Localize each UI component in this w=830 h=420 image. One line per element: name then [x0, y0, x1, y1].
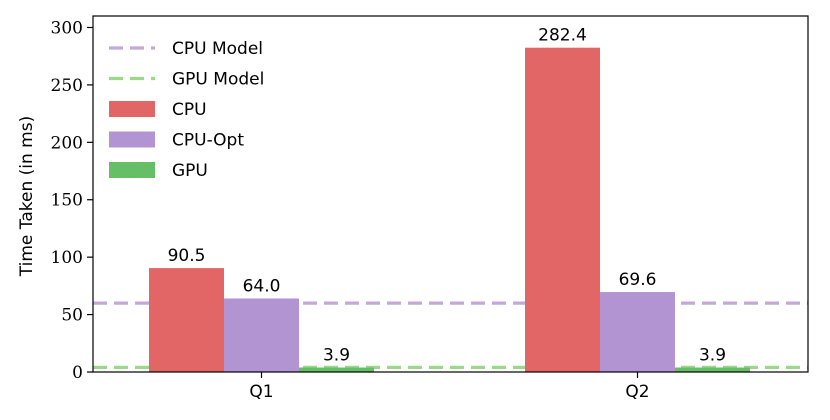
bars: [149, 47, 750, 372]
legend: CPU Model GPU Model CPU CPU-Opt GPU: [109, 39, 264, 181]
reference-lines: [93, 301, 808, 370]
data-label-gpu-q1: 3.9: [323, 346, 350, 366]
y-tick-label-200: 200: [51, 133, 83, 153]
y-tick-label-300: 300: [51, 18, 83, 38]
y-tick-label-0: 0: [72, 363, 83, 383]
bar-gpu-q2: [675, 367, 750, 372]
x-tick-label-q1: Q1: [249, 382, 273, 402]
x-axis: Q1 Q2: [249, 372, 650, 402]
bar-cpu-q2: [525, 47, 600, 372]
plot-frame: [92, 15, 809, 373]
legend-label-cpu-opt: CPU-Opt: [172, 131, 244, 151]
data-label-cpu-opt-q2: 69.6: [619, 270, 657, 290]
data-label-cpu-q1: 90.5: [168, 246, 206, 266]
bar-cpu-opt-q1: [224, 298, 299, 372]
data-label-gpu-q2: 3.9: [699, 346, 726, 366]
legend-label-cpu-model: CPU Model: [172, 39, 263, 59]
data-labels: 90.5 64.0 3.9 282.4 69.6 3.9: [168, 26, 726, 366]
y-axis: 0 50 100 150 200 250 300: [51, 18, 93, 383]
bar-cpu-q1: [149, 268, 224, 372]
y-tick-label-100: 100: [51, 248, 83, 268]
data-label-cpu-q2: 282.4: [538, 26, 587, 46]
data-label-cpu-opt-q1: 64.0: [243, 277, 281, 297]
bar-cpu-opt-q2: [600, 292, 675, 372]
legend-label-gpu-model: GPU Model: [172, 70, 264, 90]
y-tick-label-150: 150: [51, 191, 83, 211]
y-tick-label-50: 50: [61, 306, 83, 326]
x-tick-label-q2: Q2: [625, 382, 649, 402]
legend-label-gpu: GPU: [172, 161, 208, 181]
legend-swatch-gpu: [109, 162, 155, 178]
bar-gpu-q1: [299, 367, 374, 372]
legend-swatch-cpu-opt: [109, 131, 155, 148]
legend-swatch-cpu: [109, 101, 155, 117]
y-tick-label-250: 250: [51, 76, 83, 96]
legend-label-cpu: CPU: [172, 100, 207, 120]
y-axis-label: Time Taken (in ms): [17, 116, 37, 277]
